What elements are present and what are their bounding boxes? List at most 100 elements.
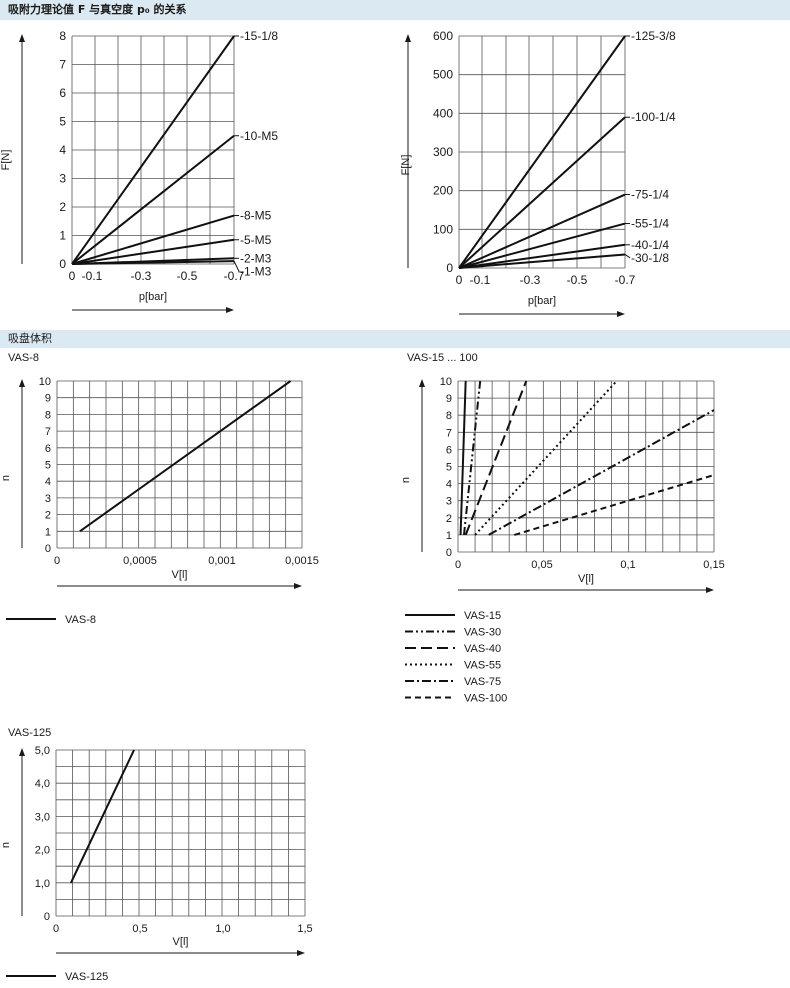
series-line-vas-8 (79, 380, 292, 533)
chart-vas8: 0 1 2 3 4 5 6 7 8 9 10 0 0,0005 0,001 0,0015 n V[l] VAS-8 (0, 376, 319, 626)
legend-label: VAS-55 (464, 660, 501, 672)
series-line-100-1-4 (458, 116, 626, 269)
y-tick-label: 2 (45, 510, 51, 522)
y-tick-label: 300 (433, 145, 453, 159)
y-tick-label: 8 (446, 410, 452, 422)
y-tick-label: 7 (446, 427, 452, 439)
series-label: -8-M5 (240, 209, 272, 223)
series-line-vas-100 (514, 474, 715, 536)
y-tick-label: 5,0 (35, 745, 50, 757)
y-tick-label: 1 (45, 526, 51, 538)
series-line-vas-125 (70, 749, 135, 884)
x-tick-label: 0,0015 (285, 555, 319, 567)
y-tick-label: 3 (59, 172, 66, 186)
y-axis-arrow-head (419, 379, 425, 387)
y-tick-label: 500 (433, 68, 453, 82)
y-tick-label: 7 (45, 426, 51, 438)
section-title-force: 吸附力理论值 F 与真空度 p₀ 的关系 (0, 0, 790, 20)
series-line-vas-30 (462, 380, 482, 536)
x-axis-arrow-head (226, 307, 234, 313)
series-label: -55-1/4 (631, 217, 669, 231)
x-axis-arrow-head (297, 950, 305, 956)
series-line-15-1-8 (71, 35, 235, 265)
series-label-leader (624, 254, 631, 259)
series-line-125-3-8 (458, 35, 626, 269)
y-tick-label: 6 (59, 86, 66, 100)
chart-title-vas8: VAS-8 (8, 352, 39, 364)
y-axis-title: n (0, 842, 12, 848)
y-tick-label: 400 (433, 106, 453, 120)
series-label: -125-3/8 (631, 29, 676, 43)
x-axis-arrow-head (706, 587, 714, 593)
x-tick-label: 0 (53, 923, 59, 935)
x-axis-arrow-head (617, 311, 625, 317)
legend-label: VAS-125 (65, 971, 108, 983)
x-tick-label: 0,001 (208, 555, 236, 567)
legend-label: VAS-8 (65, 614, 96, 626)
y-axis-arrow-head (19, 34, 25, 42)
y-tick-label: 10 (39, 376, 51, 388)
legend-label: VAS-40 (464, 643, 501, 655)
y-tick-label: 0 (44, 911, 50, 923)
y-axis-arrow-head (405, 34, 411, 42)
x-tick-label: 0,5 (132, 923, 147, 935)
y-tick-label: 1 (446, 530, 452, 542)
y-axis-title: n (0, 475, 12, 481)
y-tick-label: 6 (45, 443, 51, 455)
series-label: -10-M5 (240, 129, 278, 143)
y-tick-label: 3,0 (35, 811, 50, 823)
x-tick-label: 1,0 (215, 923, 230, 935)
series-line-10-m5 (71, 134, 235, 265)
chart-vas125: 0 1,0 2,0 3,0 4,0 5,0 0 0,5 1,0 1,5 n V[l] VAS-125 (0, 745, 313, 983)
series-line-vas-15 (459, 380, 467, 535)
series-label: -2-M3 (240, 251, 272, 265)
y-tick-label: 100 (433, 222, 453, 236)
x-tick-label: -0.5 (567, 273, 588, 287)
chart-vas15_100: 0 1 2 3 4 5 6 7 8 9 10 0 0,05 0,1 0,15 n V[l] VAS-15 VAS-3… (400, 376, 725, 705)
y-tick-label: 200 (433, 184, 453, 198)
x-axis-title: V[l] (578, 573, 594, 585)
y-axis-arrow-head (19, 748, 25, 756)
y-tick-label: 8 (59, 29, 66, 43)
x-tick-label: -0.3 (131, 269, 152, 283)
chart-title-vas125: VAS-125 (8, 727, 52, 739)
y-tick-label: 5 (59, 115, 66, 129)
x-tick-label: 0,15 (703, 559, 724, 571)
y-tick-label: 0 (446, 547, 452, 559)
y-axis-title: n (400, 477, 412, 483)
x-tick-label: 0 (456, 273, 463, 287)
y-tick-label: 4 (59, 143, 66, 157)
y-tick-label: 9 (45, 393, 51, 405)
x-tick-label: -0.1 (470, 273, 491, 287)
section-title-volume: 吸盘体积 (0, 330, 790, 348)
y-tick-label: 0 (45, 543, 51, 555)
x-tick-label: -0.7 (224, 269, 245, 283)
legend-label: VAS-15 (464, 610, 501, 622)
y-tick-label: 5 (446, 462, 452, 474)
series-line-vas-40 (464, 380, 528, 536)
y-tick-label: 4 (446, 479, 452, 491)
series-label: -75-1/4 (631, 188, 669, 202)
series-label: -30-1/8 (631, 251, 669, 265)
x-tick-label: 0 (455, 559, 461, 571)
y-axis-title: F[N] (0, 150, 12, 171)
y-tick-label: 2 (59, 200, 66, 214)
series-line-40-1-4 (458, 243, 626, 269)
legend-label: VAS-100 (464, 693, 507, 705)
series-label: -1-M3 (240, 264, 272, 278)
y-axis-arrow-head (19, 379, 25, 387)
y-tick-label: 5 (45, 460, 51, 472)
y-tick-label: 600 (433, 29, 453, 43)
x-tick-label: 0,0005 (123, 555, 157, 567)
y-tick-label: 4 (45, 476, 51, 488)
y-tick-label: 6 (446, 444, 452, 456)
series-line-vas-75 (488, 409, 715, 536)
y-tick-label: 0 (446, 261, 453, 275)
x-tick-label: 1,5 (297, 923, 312, 935)
x-tick-label: -0.3 (520, 273, 541, 287)
y-tick-label: 2 (446, 513, 452, 525)
legend-label: VAS-75 (464, 676, 501, 688)
series-line-1-m3 (71, 260, 235, 265)
y-tick-label: 10 (440, 376, 452, 388)
